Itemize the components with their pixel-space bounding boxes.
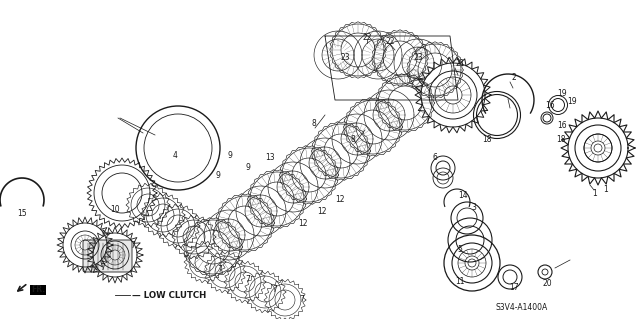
- Text: 2: 2: [511, 73, 516, 83]
- Text: 1: 1: [593, 189, 597, 197]
- Text: 7: 7: [246, 276, 250, 285]
- Text: 12: 12: [335, 196, 345, 204]
- Text: 9: 9: [246, 162, 250, 172]
- Text: 15: 15: [17, 210, 27, 219]
- Text: 18: 18: [483, 136, 492, 145]
- Text: 7: 7: [273, 286, 277, 294]
- Text: 7: 7: [131, 241, 136, 249]
- Text: 5: 5: [458, 246, 463, 255]
- Text: 13: 13: [265, 153, 275, 162]
- Text: 18: 18: [556, 136, 566, 145]
- Text: 11: 11: [455, 278, 465, 286]
- Text: 17: 17: [509, 283, 519, 292]
- Text: 3: 3: [472, 204, 476, 212]
- Text: 7: 7: [100, 263, 106, 271]
- Text: 9: 9: [228, 151, 232, 160]
- Text: 12: 12: [298, 219, 308, 228]
- Text: 7: 7: [218, 265, 223, 275]
- Text: 16: 16: [557, 121, 567, 130]
- Text: 7: 7: [300, 295, 305, 305]
- FancyBboxPatch shape: [83, 240, 132, 272]
- Text: 21: 21: [455, 58, 465, 68]
- Text: FR.: FR.: [31, 286, 45, 294]
- Text: 12: 12: [317, 207, 327, 217]
- Text: 14: 14: [458, 191, 468, 201]
- Text: 4: 4: [173, 151, 177, 160]
- Text: 8: 8: [351, 135, 355, 144]
- Text: 8: 8: [312, 120, 316, 129]
- Text: 22: 22: [385, 38, 395, 47]
- Text: 23: 23: [413, 54, 423, 63]
- Text: 16: 16: [545, 101, 555, 110]
- Text: 6: 6: [433, 153, 437, 162]
- Text: 20: 20: [542, 278, 552, 287]
- Text: 19: 19: [567, 98, 577, 107]
- Text: 9: 9: [216, 170, 220, 180]
- Text: — LOW CLUTCH: — LOW CLUTCH: [132, 291, 206, 300]
- Text: 19: 19: [557, 90, 567, 99]
- Text: 23: 23: [340, 53, 350, 62]
- Text: 10: 10: [110, 205, 120, 214]
- Text: 1: 1: [604, 186, 609, 195]
- Text: S3V4-A1400A: S3V4-A1400A: [496, 303, 548, 313]
- Text: 22: 22: [362, 33, 372, 41]
